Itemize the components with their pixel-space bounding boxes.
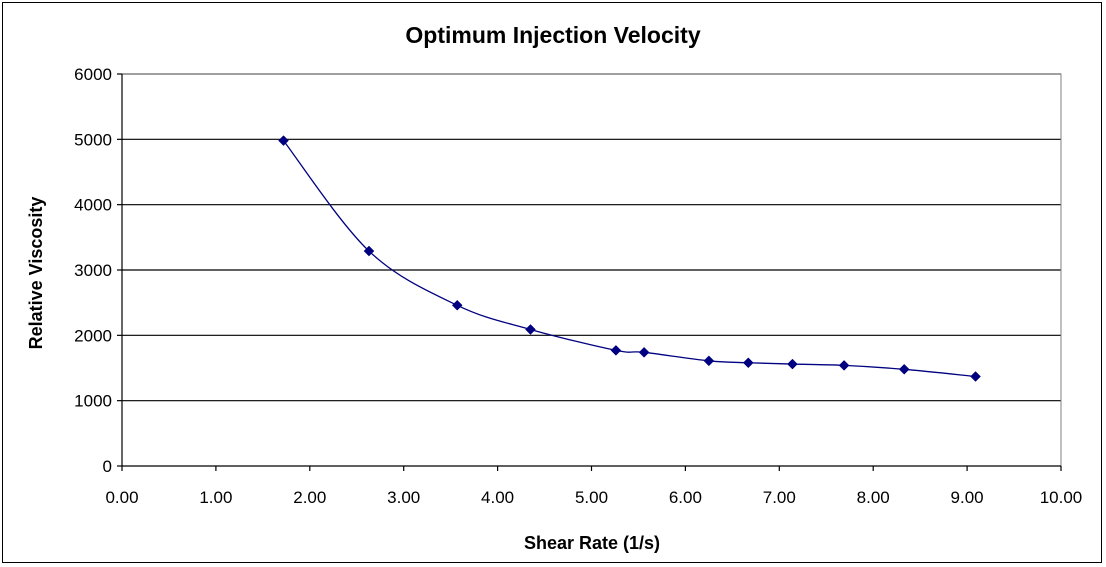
x-tick-label: 1.00: [199, 488, 232, 507]
y-tick-label: 0: [103, 457, 112, 476]
data-point-marker: [363, 245, 375, 257]
data-point-marker: [278, 135, 289, 146]
y-tick-label: 2000: [74, 326, 112, 345]
x-tick-label: 7.00: [763, 488, 796, 507]
y-axis-label: Relative Viscosity: [26, 197, 46, 350]
y-tick-label: 3000: [74, 261, 112, 280]
data-point-marker: [898, 363, 910, 375]
chart-title: Optimum Injection Velocity: [405, 22, 700, 48]
y-tick-label: 5000: [74, 130, 112, 149]
axes: [117, 73, 1062, 471]
y-tick-label: 6000: [74, 65, 112, 84]
chart-svg: Optimum Injection Velocity 0 1000 2000 3000…: [26, 22, 1082, 553]
data-point-marker: [787, 358, 798, 370]
series-layer: [278, 135, 981, 382]
data-point-marker: [451, 299, 463, 311]
data-point-marker: [838, 360, 850, 371]
x-axis-label: Shear Rate (1/s): [524, 533, 660, 553]
x-tick-label: 2.00: [293, 488, 326, 507]
data-point-marker: [610, 345, 622, 356]
series-line-0: [282, 140, 976, 378]
x-tick-label: 4.00: [481, 488, 514, 507]
y-tick-label: 4000: [74, 196, 112, 215]
data-point-marker: [742, 357, 754, 369]
data-point-marker: [970, 371, 981, 382]
x-tick-label: 3.00: [387, 488, 420, 507]
x-tick-label: 8.00: [857, 488, 890, 507]
x-tick-label: 0.00: [105, 488, 138, 507]
x-tick-label: 5.00: [575, 488, 608, 507]
data-point-marker: [703, 355, 715, 367]
tick-labels: 0 1000 2000 3000 4000 5000 6000 0.00 1.00 2.00 3.0…: [74, 65, 1082, 507]
x-tick-label: 6.00: [669, 488, 702, 507]
y-tick-label: 1000: [74, 392, 112, 411]
data-point-marker: [525, 324, 536, 335]
gridlines: [122, 73, 1061, 402]
x-tick-label: 10.00: [1040, 488, 1083, 507]
data-point-marker: [638, 346, 650, 358]
x-tick-label: 9.00: [951, 488, 984, 507]
